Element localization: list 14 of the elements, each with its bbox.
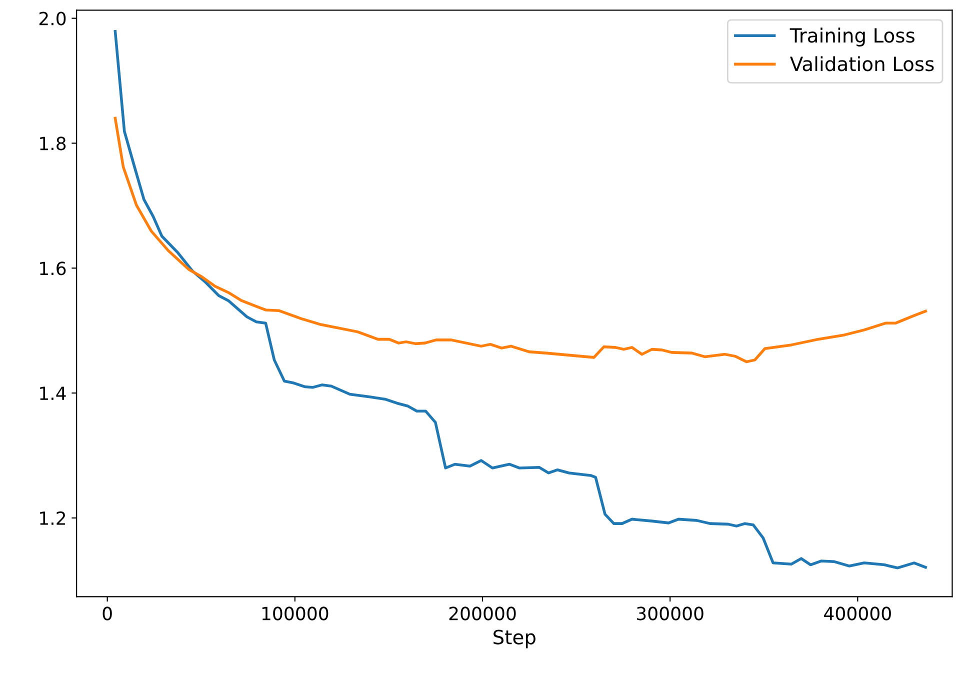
y-tick-label: 2.0 (39, 12, 66, 26)
y-tick-label: 1.6 (40, 262, 66, 276)
y-tick-label: 1.2 (40, 511, 66, 525)
x-tick-label: 300000 (637, 606, 704, 620)
x-tick-label: 200000 (449, 606, 516, 620)
line-series (114, 116, 927, 364)
x-tick-label: 100000 (262, 606, 328, 620)
x-tick-label: 0 (102, 606, 112, 620)
x-tick-label: 400000 (824, 606, 891, 620)
y-tick-label: 1.8 (40, 136, 66, 150)
legend-label: Validation Loss (790, 56, 934, 72)
y-tick-label: 1.4 (40, 386, 66, 400)
x-axis-title: Step (494, 630, 536, 648)
legend-label: Training Loss (790, 28, 914, 46)
